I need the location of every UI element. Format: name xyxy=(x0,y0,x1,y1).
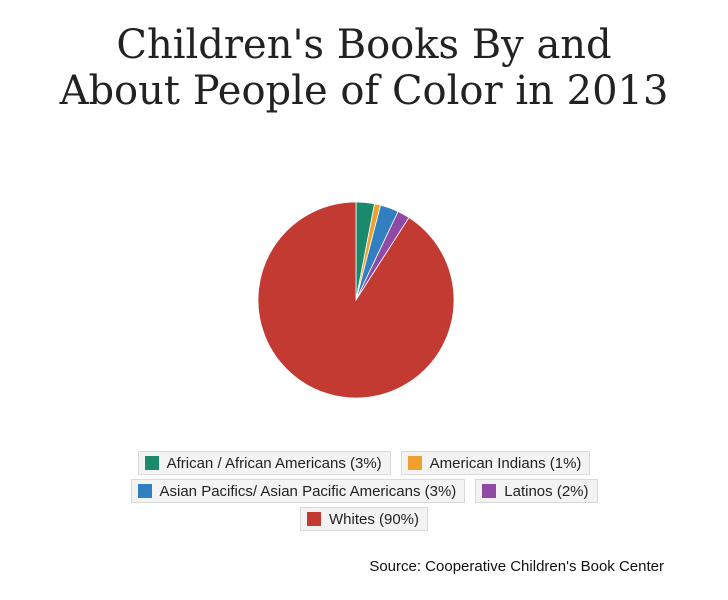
chart-title: Children's Books By and About People of … xyxy=(0,22,728,114)
legend-label: American Indians (1%) xyxy=(429,454,582,472)
pie-chart xyxy=(257,201,455,399)
legend-label: Asian Pacifics/ Asian Pacific Americans … xyxy=(159,482,457,500)
legend-label: Latinos (2%) xyxy=(504,482,589,500)
legend-item-latinos[interactable]: Latinos (2%) xyxy=(475,479,598,503)
source-note: Source: Cooperative Children's Book Cent… xyxy=(369,558,664,575)
legend-swatch xyxy=(482,484,497,498)
legend-item-american-indians[interactable]: American Indians (1%) xyxy=(400,451,591,475)
legend-row-1: African / African Americans (3%) America… xyxy=(0,451,728,475)
legend-swatch xyxy=(407,456,422,470)
chart-title-line-1: Children's Books By and xyxy=(116,22,612,68)
legend-label: Whites (90%) xyxy=(328,510,420,528)
legend-row-2: Asian Pacifics/ Asian Pacific Americans … xyxy=(0,479,728,503)
legend-swatch xyxy=(306,512,321,526)
legend-row-3: Whites (90%) xyxy=(0,507,728,531)
legend-item-whites[interactable]: Whites (90%) xyxy=(299,507,429,531)
legend-item-asian-pacifics[interactable]: Asian Pacifics/ Asian Pacific Americans … xyxy=(130,479,466,503)
legend-swatch xyxy=(137,484,152,498)
pie-slice-4[interactable] xyxy=(257,201,455,399)
legend-label: African / African Americans (3%) xyxy=(166,454,382,472)
legend-swatch xyxy=(144,456,159,470)
chart-title-line-2: About People of Color in 2013 xyxy=(59,68,669,114)
legend-item-african-americans[interactable]: African / African Americans (3%) xyxy=(137,451,391,475)
